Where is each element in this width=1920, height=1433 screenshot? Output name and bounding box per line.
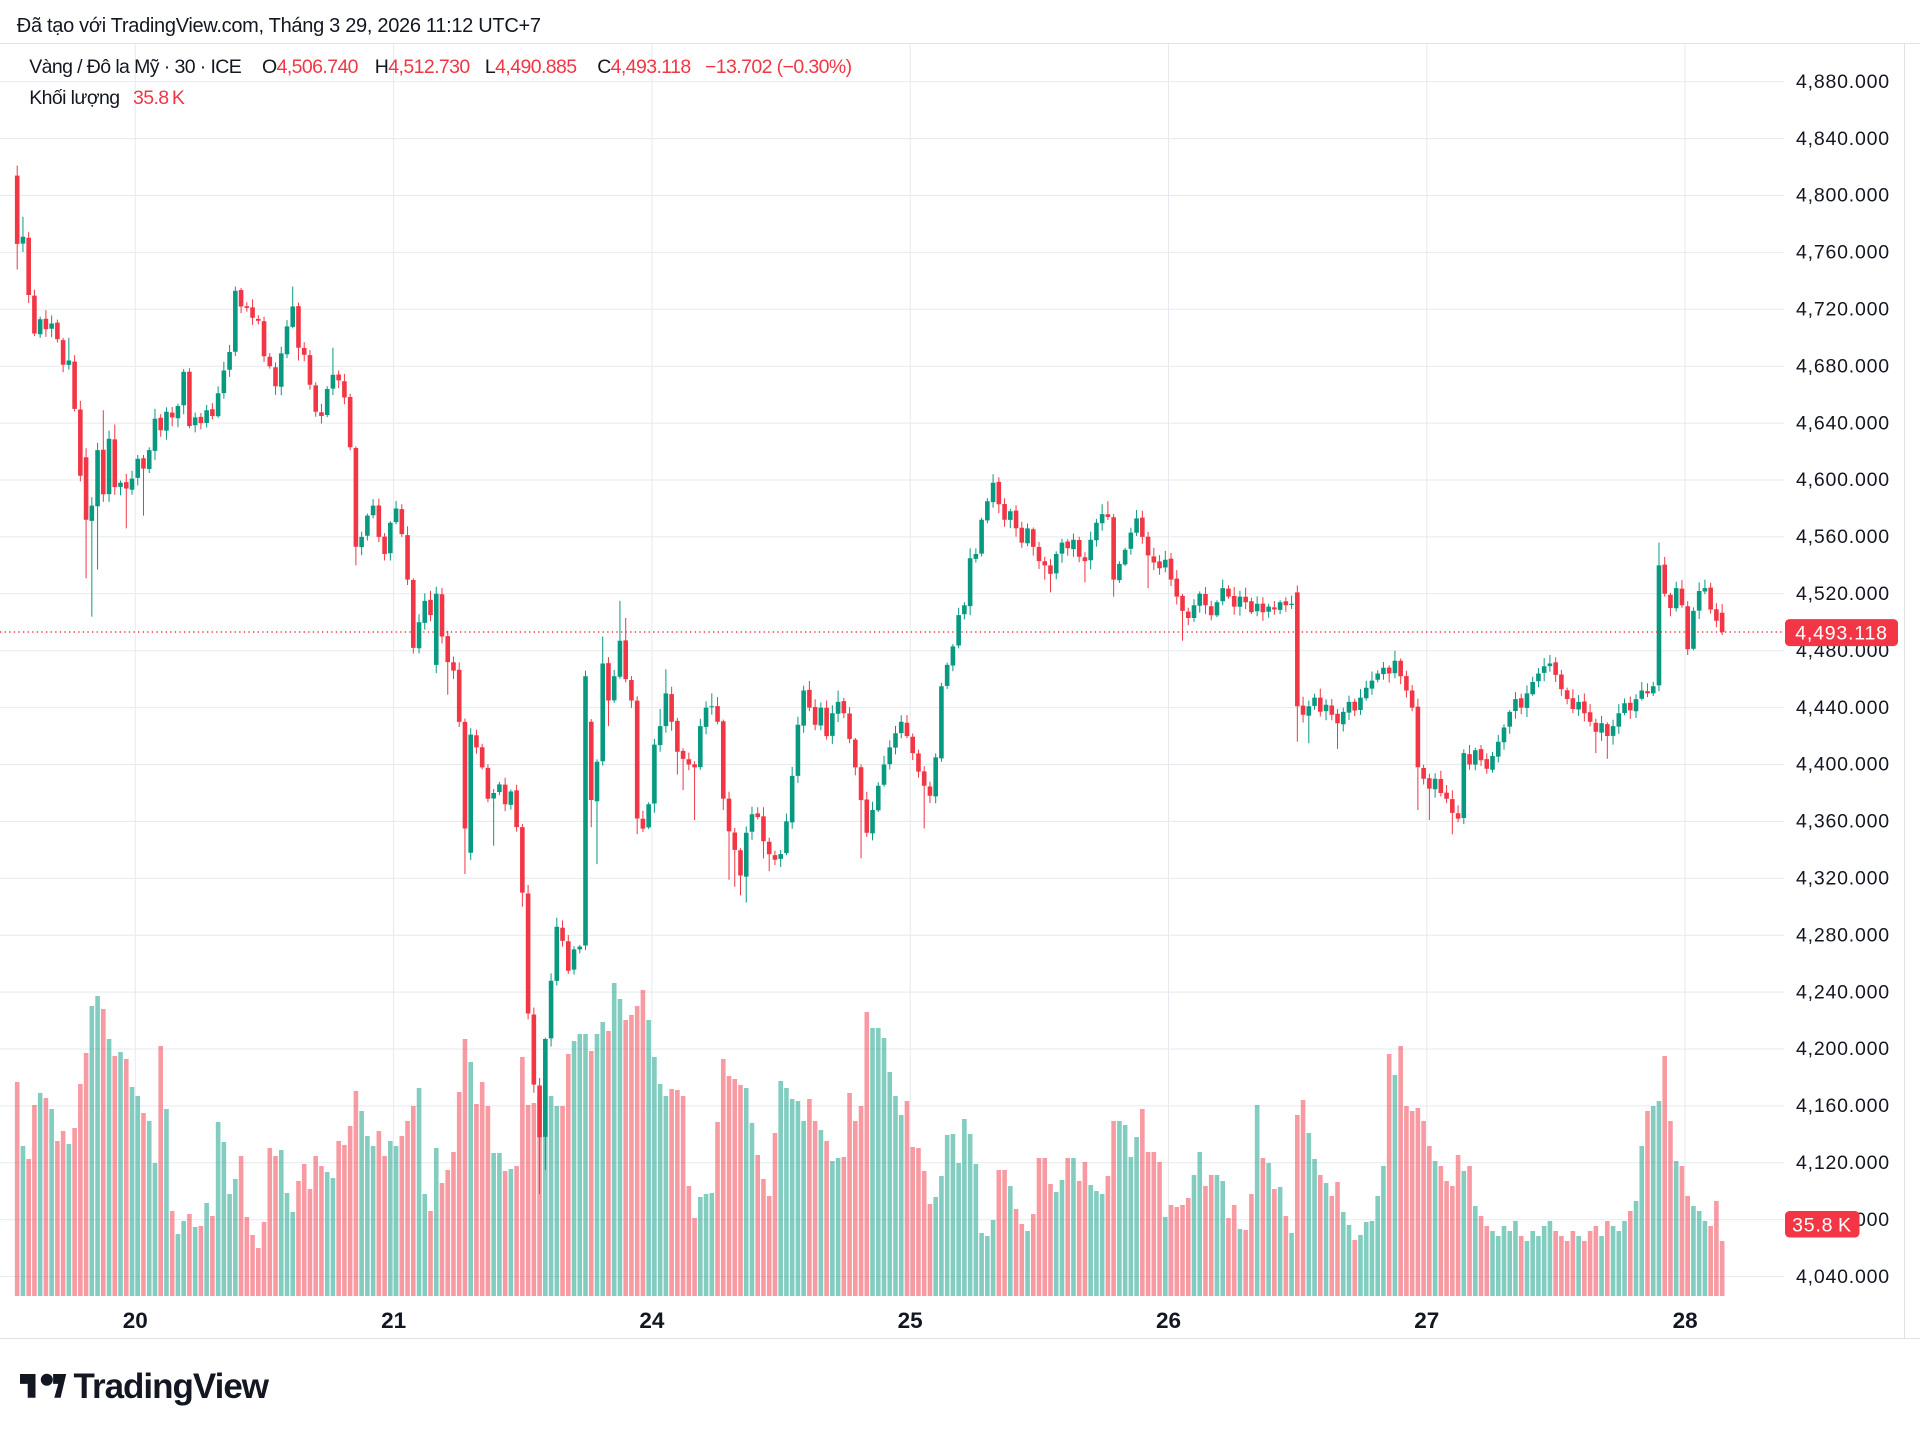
svg-text:4,360.000: 4,360.000 [1796, 811, 1890, 833]
svg-text:27: 27 [1414, 1308, 1439, 1333]
svg-text:Khối lượng: Khối lượng [29, 87, 119, 109]
svg-text:4,200.000: 4,200.000 [1796, 1038, 1890, 1060]
svg-text:4,840.000: 4,840.000 [1796, 128, 1890, 150]
svg-text:Vàng / Đô la Mỹ · 30 · ICE: Vàng / Đô la Mỹ · 30 · ICE [29, 56, 242, 78]
svg-text:C4,493.118: C4,493.118 [597, 56, 690, 78]
svg-text:20: 20 [123, 1308, 148, 1333]
svg-text:4,800.000: 4,800.000 [1796, 185, 1890, 207]
svg-text:4,160.000: 4,160.000 [1796, 1095, 1890, 1117]
svg-text:4,600.000: 4,600.000 [1796, 469, 1890, 491]
svg-text:25: 25 [898, 1308, 923, 1333]
svg-text:4,440.000: 4,440.000 [1796, 697, 1890, 719]
svg-text:21: 21 [381, 1308, 406, 1333]
svg-text:H4,512.730: H4,512.730 [375, 56, 471, 78]
svg-text:4,720.000: 4,720.000 [1796, 299, 1890, 321]
svg-text:28: 28 [1673, 1308, 1698, 1333]
svg-text:Đã tạo với TradingView.com, Th: Đã tạo với TradingView.com, Tháng 3 29, … [17, 15, 541, 37]
svg-text:TradingView: TradingView [74, 1367, 270, 1406]
svg-text:4,680.000: 4,680.000 [1796, 355, 1890, 377]
svg-text:26: 26 [1156, 1308, 1181, 1333]
svg-text:4,640.000: 4,640.000 [1796, 412, 1890, 434]
svg-text:4,280.000: 4,280.000 [1796, 924, 1890, 946]
svg-text:−13.702 (−0.30%): −13.702 (−0.30%) [705, 56, 852, 78]
svg-text:35.8 K: 35.8 K [1792, 1214, 1852, 1236]
svg-text:4,760.000: 4,760.000 [1796, 242, 1890, 264]
svg-text:4,240.000: 4,240.000 [1796, 981, 1890, 1003]
svg-text:4,320.000: 4,320.000 [1796, 868, 1890, 890]
svg-text:4,880.000: 4,880.000 [1796, 71, 1890, 93]
svg-text:4,120.000: 4,120.000 [1796, 1152, 1890, 1174]
svg-text:4,520.000: 4,520.000 [1796, 583, 1890, 605]
svg-text:4,400.000: 4,400.000 [1796, 754, 1890, 776]
svg-text:4,493.118: 4,493.118 [1795, 622, 1888, 644]
svg-text:4,560.000: 4,560.000 [1796, 526, 1890, 548]
svg-text:L4,490.885: L4,490.885 [485, 56, 577, 78]
svg-text:O4,506.740: O4,506.740 [262, 56, 359, 78]
svg-text:35.8 K: 35.8 K [133, 87, 185, 109]
svg-text:24: 24 [639, 1308, 665, 1333]
svg-text:4,040.000: 4,040.000 [1796, 1266, 1890, 1288]
